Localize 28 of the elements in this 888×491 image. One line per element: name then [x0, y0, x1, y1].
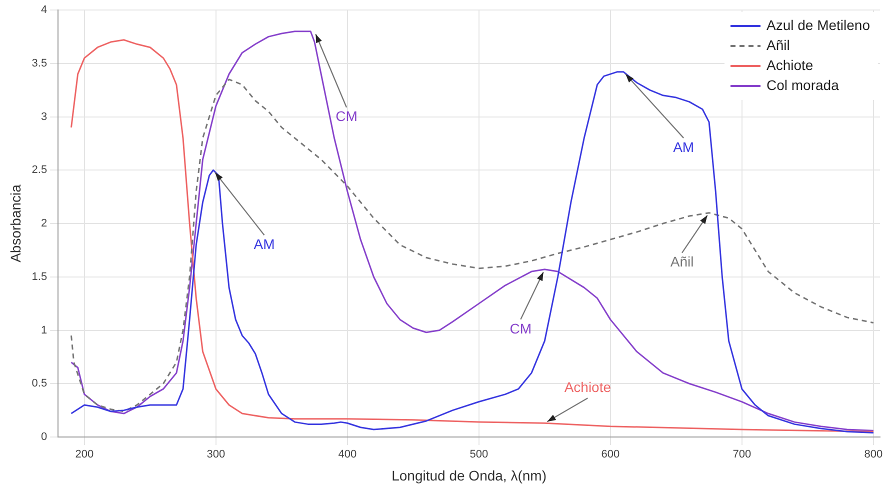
legend-label: Añil — [766, 36, 790, 53]
x-tick-label: 200 — [75, 448, 94, 461]
x-tick-label: 500 — [470, 448, 488, 461]
x-axis-title: Longitud de Onda, λ(nm) — [392, 467, 546, 484]
annotation: AM — [254, 236, 275, 252]
annotation: AM — [673, 138, 694, 155]
x-tick-label: 300 — [206, 448, 226, 461]
legend-label: Azul de Metileno — [766, 16, 870, 33]
annotation: Añil — [670, 254, 694, 270]
x-tick-label: 400 — [338, 448, 357, 461]
y-tick-label: 0 — [40, 431, 48, 444]
annotation: CM — [510, 320, 532, 336]
legend-label: Col morada — [766, 76, 840, 93]
y-tick-label: 2.5 — [32, 164, 48, 176]
x-tick-label: 600 — [601, 448, 620, 461]
annotation: CM — [336, 108, 358, 124]
y-tick-label: 1 — [40, 324, 48, 336]
annotation: Achiote — [564, 378, 612, 395]
y-tick-label: 3.5 — [32, 57, 48, 70]
y-axis-title: Absorbancia — [7, 184, 24, 262]
y-tick-label: 3 — [40, 110, 48, 123]
x-tick-label: 700 — [732, 448, 752, 461]
y-tick-label: 0.5 — [32, 378, 48, 390]
y-tick-label: 2 — [40, 218, 48, 230]
y-tick-label: 1.5 — [32, 270, 48, 283]
x-tick-label: 800 — [864, 448, 883, 461]
y-tick-label: 4 — [40, 4, 48, 16]
legend-label: Achiote — [766, 56, 814, 73]
